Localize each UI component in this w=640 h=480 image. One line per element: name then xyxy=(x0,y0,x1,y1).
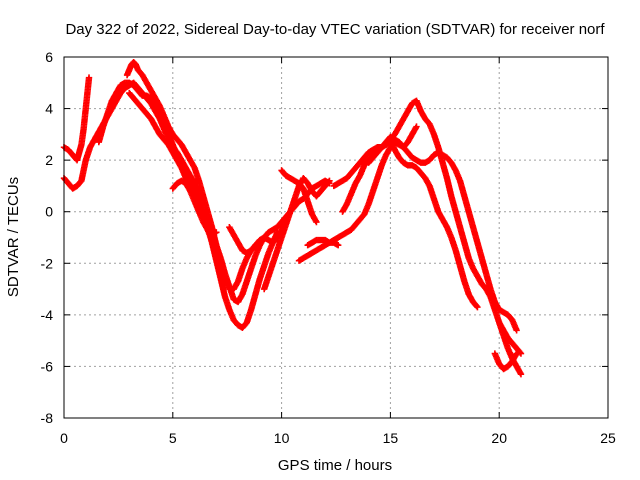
y-tick-label: 2 xyxy=(45,152,53,168)
data-point xyxy=(213,247,220,254)
y-tick-label: -2 xyxy=(41,255,54,271)
series-track-13 xyxy=(339,136,481,311)
y-tick-label: -4 xyxy=(41,307,54,323)
y-tick-label: 0 xyxy=(45,204,53,220)
data-points xyxy=(60,58,525,378)
plot-frame xyxy=(63,56,609,419)
data-point xyxy=(213,229,220,236)
x-tick-label: 20 xyxy=(491,430,507,446)
data-point xyxy=(474,303,481,311)
data-point xyxy=(334,242,342,249)
x-tick-label: 25 xyxy=(600,430,616,446)
data-point xyxy=(473,302,480,310)
data-point xyxy=(85,74,93,81)
y-axis-label: SDTVAR / TECUs xyxy=(5,177,22,297)
data-point xyxy=(516,349,524,356)
data-point xyxy=(325,178,332,186)
x-axis-label: GPS time / hours xyxy=(278,457,392,474)
series-track-15 xyxy=(491,350,520,373)
data-point xyxy=(513,327,520,334)
y-tick-label: 6 xyxy=(45,49,53,65)
x-tick-label: 0 xyxy=(60,430,68,446)
series-track-11 xyxy=(304,236,342,249)
axis-ticks: 0 5 10 15 20 25 -8 -6 -4 -2 0 2 4 6 xyxy=(41,49,616,446)
y-tick-label: -6 xyxy=(41,358,54,374)
series-track-4 xyxy=(123,58,259,293)
x-tick-label: 15 xyxy=(383,430,399,446)
chart-title: Day 322 of 2022, Sidereal Day-to-day VTE… xyxy=(65,21,605,38)
data-point xyxy=(517,350,525,357)
series-track-16 xyxy=(496,319,525,357)
data-point xyxy=(413,123,420,130)
series-track-6 xyxy=(169,177,220,239)
series-track-14 xyxy=(365,97,525,378)
y-tick-label: -8 xyxy=(41,410,54,426)
data-point xyxy=(517,370,525,378)
series-track-9 xyxy=(278,167,320,226)
series-track-8 xyxy=(260,174,333,293)
y-tick-label: 4 xyxy=(45,101,53,117)
data-point xyxy=(326,177,333,184)
x-tick-label: 10 xyxy=(274,430,290,446)
data-point xyxy=(313,218,320,226)
x-tick-label: 5 xyxy=(169,430,177,446)
